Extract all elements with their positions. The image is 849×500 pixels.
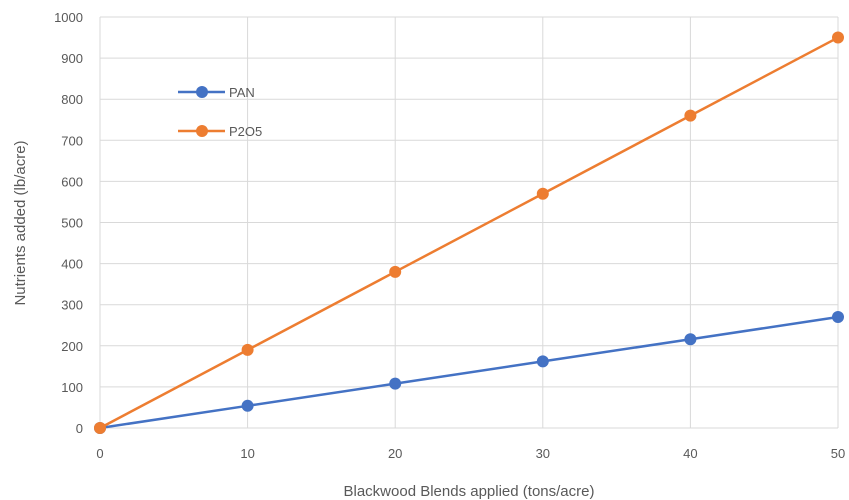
data-point-pan [536, 355, 549, 368]
legend-marker-p2o5 [196, 125, 208, 137]
y-tick-label: 400 [61, 257, 83, 272]
x-tick-label: 0 [96, 446, 103, 461]
series-line-p2o5 [99, 36, 839, 430]
y-tick-label: 0 [76, 421, 83, 436]
x-tick-label: 10 [240, 446, 254, 461]
x-tick-label: 50 [831, 446, 845, 461]
legend-label-pan: PAN [229, 85, 255, 100]
y-axis-title: Nutrients added (lb/acre) [12, 140, 29, 305]
y-tick-labels: 0 100 200 300 400 500 600 700 800 900 1000 [54, 10, 83, 436]
series-layer [94, 31, 844, 434]
data-point-pan [832, 311, 844, 324]
y-tick-label: 100 [61, 380, 83, 395]
data-point-p2o5 [389, 265, 402, 278]
x-tick-label: 20 [388, 446, 402, 461]
data-point-pan [684, 333, 697, 346]
y-tick-label: 900 [61, 51, 83, 66]
series-line-pan [99, 315, 839, 430]
y-tick-label: 700 [61, 133, 83, 148]
legend-item-pan: PAN [178, 85, 255, 100]
y-tick-label: 500 [61, 216, 83, 231]
y-tick-label: 200 [61, 339, 83, 354]
legend-marker-pan [196, 86, 208, 98]
y-tick-label: 1000 [54, 10, 83, 25]
legend: PAN P2O5 [178, 85, 262, 139]
data-point-p2o5 [241, 343, 254, 356]
data-point-p2o5 [536, 187, 549, 200]
data-point-p2o5 [684, 109, 697, 122]
x-tick-label: 30 [536, 446, 550, 461]
grid-lines [99, 16, 839, 429]
x-tick-labels: 0 10 20 30 40 50 [96, 446, 845, 461]
legend-label-p2o5: P2O5 [229, 124, 262, 139]
y-tick-label: 300 [61, 298, 83, 313]
y-tick-label: 800 [61, 92, 83, 107]
data-point-p2o5 [94, 422, 106, 434]
x-axis-title: Blackwood Blends applied (tons/acre) [344, 483, 595, 500]
x-tick-label: 40 [683, 446, 697, 461]
y-tick-label: 600 [61, 174, 83, 189]
data-point-pan [389, 377, 402, 390]
legend-item-p2o5: P2O5 [178, 124, 262, 139]
data-point-pan [241, 399, 254, 412]
data-point-p2o5 [832, 31, 844, 44]
series-p2o5 [94, 31, 844, 434]
